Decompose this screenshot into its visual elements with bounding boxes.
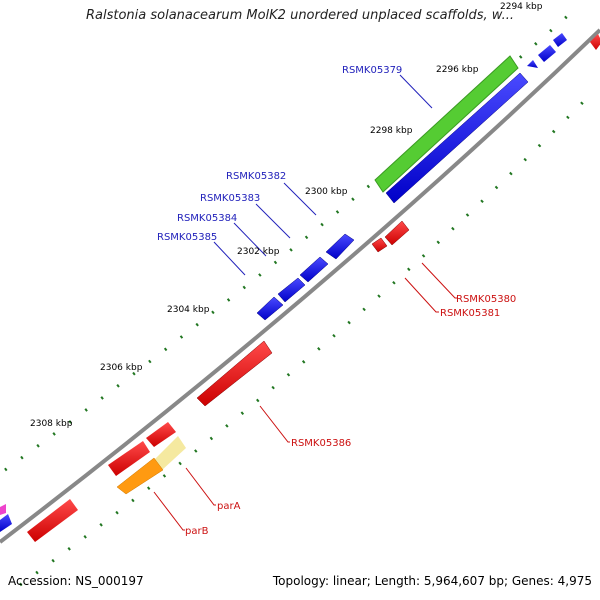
gene-label-RSMK05382[interactable]: RSMK05382 <box>226 171 286 182</box>
gene-RSMK05385-arrow[interactable] <box>256 296 284 321</box>
leader-RSMK05379 <box>399 74 433 109</box>
leader-RSMK05380 <box>421 262 458 299</box>
topology-summary: Topology: linear; Length: 5,964,607 bp; … <box>272 574 592 588</box>
gene-RSMK05383-arrow[interactable] <box>299 256 329 283</box>
map-title: Ralstonia solanacearum MolK2 unordered u… <box>85 8 514 23</box>
tick-label-2294: 2294 kbp <box>500 2 543 12</box>
gene-edge-blue[interactable] <box>0 514 12 532</box>
tick-label-2300: 2300 kbp <box>305 187 348 197</box>
leader-RSMK05386 <box>259 405 290 443</box>
gene-small-red-topright[interactable] <box>590 34 600 50</box>
gene-label-RSMK05383[interactable]: RSMK05383 <box>200 193 260 204</box>
gene-red-left-2[interactable] <box>108 441 150 476</box>
gene-small-blue-3[interactable] <box>527 60 538 68</box>
gc-content-bar <box>116 457 164 495</box>
leader-RSMK05382 <box>283 182 317 216</box>
gc-content-highlight <box>154 436 186 470</box>
leader-RSMK05385 <box>213 241 246 276</box>
gene-label-parB[interactable]: parB <box>185 526 209 537</box>
gene-small-blue-2[interactable] <box>553 33 567 47</box>
tick-label-2296: 2296 kbp <box>436 65 479 75</box>
tick-label-2308: 2308 kbp <box>30 419 73 429</box>
gc-skew-bar <box>374 55 519 193</box>
gene-label-RSMK05381[interactable]: RSMK05381 <box>440 308 500 319</box>
gene-label-RSMK05386[interactable]: RSMK05386 <box>291 438 351 449</box>
leader-RSMK05381 <box>404 277 439 313</box>
gene-RSMK05379-arrow[interactable] <box>385 72 529 204</box>
gene-label-RSMK05385[interactable]: RSMK05385 <box>157 232 217 243</box>
gene-RSMK05380-arrow[interactable] <box>384 220 410 246</box>
tick-label-2306: 2306 kbp <box>100 363 143 373</box>
gene-label-parA[interactable]: parA <box>217 501 241 512</box>
tick-track-inner <box>19 93 592 587</box>
gene-red-left-1[interactable] <box>146 422 176 447</box>
gene-RSMK05382-arrow[interactable] <box>325 233 355 260</box>
leader-parA <box>185 467 216 506</box>
backbone-line <box>0 28 600 544</box>
gene-RSMK05384-arrow[interactable] <box>277 277 306 303</box>
edge-marker-pink <box>0 504 6 515</box>
gene-small-blue-1[interactable] <box>538 45 556 62</box>
leader-parB <box>153 491 185 531</box>
leader-RSMK05383 <box>255 203 291 239</box>
tick-label-2298: 2298 kbp <box>370 126 413 136</box>
gene-label-RSMK05380[interactable]: RSMK05380 <box>456 294 516 305</box>
accession-text: Accession: NS_000197 <box>8 574 144 588</box>
gene-label-RSMK05384[interactable]: RSMK05384 <box>177 213 237 224</box>
gene-label-RSMK05379[interactable]: RSMK05379 <box>342 65 402 76</box>
tick-label-2304: 2304 kbp <box>167 305 210 315</box>
leader-RSMK05384 <box>233 222 267 257</box>
gene-RSMK05386-arrow[interactable] <box>196 340 273 407</box>
tick-label-2302: 2302 kbp <box>237 247 280 257</box>
gene-RSMK05381-arrow[interactable] <box>371 237 388 253</box>
gene-red-left-3[interactable] <box>27 499 78 542</box>
